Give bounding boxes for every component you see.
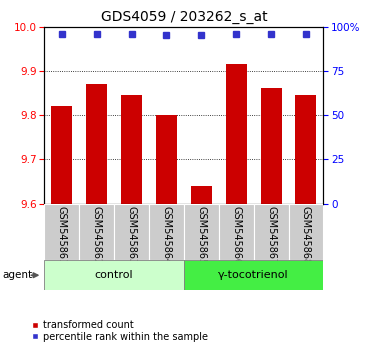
Text: GSM545863: GSM545863 <box>127 206 137 266</box>
Text: GSM545862: GSM545862 <box>92 206 102 266</box>
Text: GSM545867: GSM545867 <box>266 206 276 266</box>
Bar <box>261 88 281 204</box>
FancyBboxPatch shape <box>184 260 323 290</box>
Bar <box>226 64 247 204</box>
Bar <box>121 95 142 204</box>
Text: GSM545861: GSM545861 <box>57 206 67 266</box>
FancyBboxPatch shape <box>288 204 323 260</box>
Bar <box>296 95 316 204</box>
Legend: transformed count, percentile rank within the sample: transformed count, percentile rank withi… <box>30 320 208 342</box>
Text: GSM545864: GSM545864 <box>161 206 171 266</box>
Text: γ-tocotrienol: γ-tocotrienol <box>218 270 289 280</box>
Text: GSM545866: GSM545866 <box>231 206 241 266</box>
Text: GSM545868: GSM545868 <box>301 206 311 266</box>
Bar <box>51 106 72 204</box>
Text: agent: agent <box>2 270 32 280</box>
Text: GSM545865: GSM545865 <box>196 206 206 266</box>
FancyBboxPatch shape <box>79 204 114 260</box>
FancyBboxPatch shape <box>219 204 254 260</box>
FancyBboxPatch shape <box>254 204 288 260</box>
Title: GDS4059 / 203262_s_at: GDS4059 / 203262_s_at <box>100 10 267 24</box>
FancyBboxPatch shape <box>44 204 79 260</box>
Bar <box>191 186 212 204</box>
FancyBboxPatch shape <box>114 204 149 260</box>
FancyBboxPatch shape <box>184 204 219 260</box>
Text: control: control <box>95 270 133 280</box>
Bar <box>156 115 177 204</box>
FancyBboxPatch shape <box>149 204 184 260</box>
FancyBboxPatch shape <box>44 260 184 290</box>
Bar <box>86 84 107 204</box>
